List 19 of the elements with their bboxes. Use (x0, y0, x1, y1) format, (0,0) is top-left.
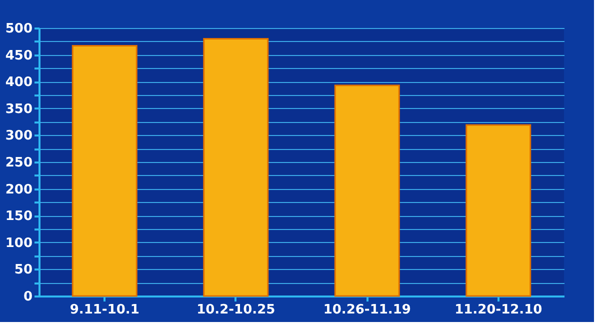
y-tick-label: 50 (14, 262, 32, 278)
y-tick-label: 100 (5, 236, 32, 251)
x-tick-label: 10.2-10.25 (196, 302, 276, 318)
y-tick-label: 300 (5, 128, 32, 144)
y-tick-label: 450 (5, 48, 32, 64)
bar (466, 124, 532, 297)
x-tick-label: 9.11-10.1 (70, 302, 140, 318)
y-tick-label: 200 (5, 182, 32, 198)
x-tick-label: 10.26-11.19 (323, 302, 411, 318)
bar (334, 84, 400, 297)
y-tick-label: 350 (5, 102, 32, 117)
y-tick-label: 150 (5, 209, 32, 224)
y-tick-label: 500 (5, 22, 32, 36)
y-tick-label: 250 (5, 156, 32, 170)
y-tick-label: 0 (23, 290, 32, 304)
y-tick-label: 400 (5, 75, 32, 90)
x-tick-label: 11.20-12.10 (454, 302, 542, 318)
bar (72, 44, 138, 297)
bar (203, 38, 269, 297)
